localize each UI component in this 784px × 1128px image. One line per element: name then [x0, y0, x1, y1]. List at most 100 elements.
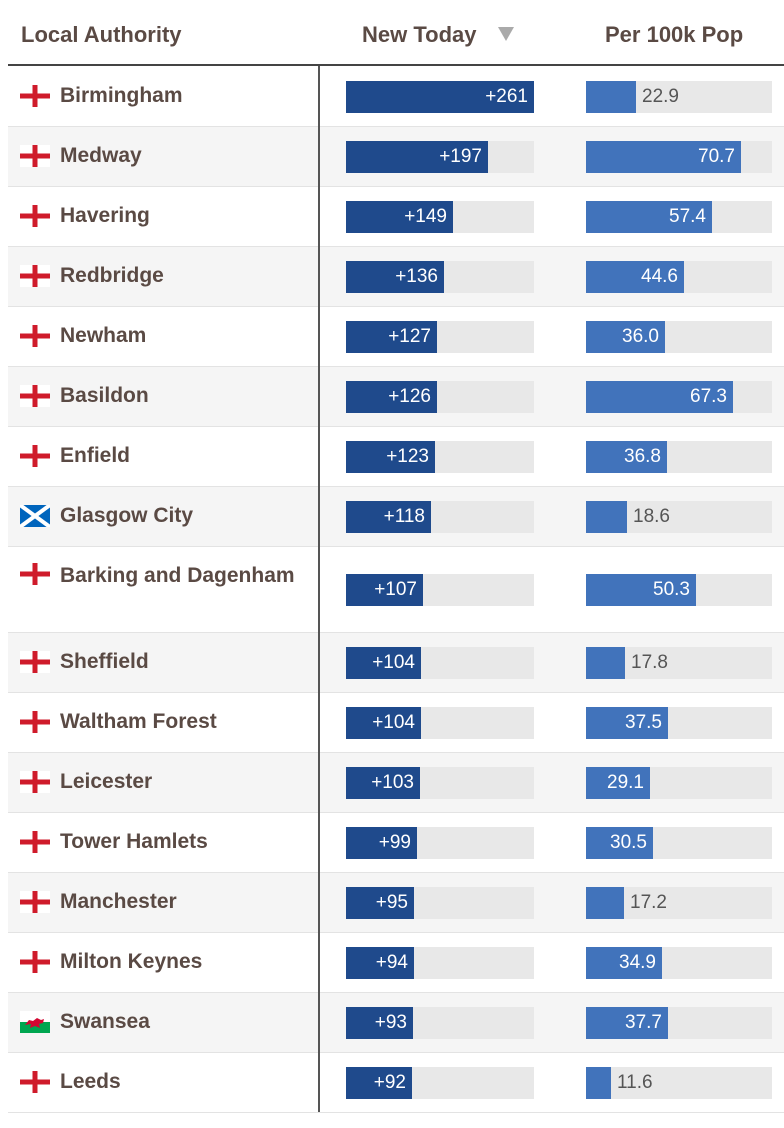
per-100k-bar	[586, 574, 696, 606]
england-flag-icon	[20, 385, 50, 407]
per-100k-bar	[586, 81, 636, 113]
new-today-bar	[346, 767, 420, 799]
new-today-bar	[346, 81, 534, 113]
new-today-label: +126	[388, 386, 431, 407]
table-row: Tower Hamlets +99 30.5	[8, 813, 784, 873]
new-today-bar	[346, 381, 437, 413]
table-row: Swansea +93 37.7	[8, 993, 784, 1053]
authority-name: Milton Keynes	[60, 950, 203, 973]
new-today-track: +104	[346, 707, 534, 739]
table-row: Redbridge +136 44.6	[8, 247, 784, 307]
sort-desc-icon[interactable]	[498, 27, 514, 41]
per-100k-bar	[586, 1067, 611, 1099]
table-row: Leeds +92 11.6	[8, 1053, 784, 1113]
table-row: Newham +127 36.0	[8, 307, 784, 367]
header-new-today[interactable]: New Today	[362, 22, 477, 47]
authority-name: Newham	[60, 324, 147, 347]
per-100k-track: 37.7	[586, 1007, 772, 1039]
per-100k-track: 34.9	[586, 947, 772, 979]
per-100k-bar	[586, 441, 667, 473]
per-100k-label: 44.6	[641, 266, 678, 287]
table-row: Glasgow City +118 18.6	[8, 487, 784, 547]
table-row: Medway +197 70.7	[8, 127, 784, 187]
new-today-bar	[346, 574, 423, 606]
new-today-label: +95	[375, 892, 408, 913]
new-today-label: +104	[372, 652, 415, 673]
per-100k-track: 36.8	[586, 441, 772, 473]
per-100k-track: 70.7	[586, 141, 772, 173]
england-flag-icon	[20, 563, 50, 585]
new-today-bar	[346, 1007, 413, 1039]
per-100k-bar	[586, 261, 684, 293]
england-flag-icon	[20, 145, 50, 167]
england-flag-icon	[20, 831, 50, 853]
scotland-flag-icon	[18, 503, 52, 529]
new-today-label: +94	[375, 952, 408, 973]
per-100k-bar	[586, 647, 625, 679]
table-row: Enfield +123 36.8	[8, 427, 784, 487]
per-100k-label: 37.7	[625, 1012, 662, 1033]
new-today-bar	[346, 827, 417, 859]
new-today-bar	[346, 647, 421, 679]
new-today-track: +123	[346, 441, 534, 473]
authority-name: Birmingham	[60, 84, 183, 107]
table-row: Manchester +95 17.2	[8, 873, 784, 933]
per-100k-label: 17.2	[630, 892, 667, 913]
per-100k-label: 36.0	[622, 326, 659, 347]
per-100k-label: 29.1	[607, 772, 644, 793]
england-flag-icon	[20, 445, 50, 467]
new-today-track: +92	[346, 1067, 534, 1099]
england-flag-icon	[20, 325, 50, 347]
new-today-label: +149	[404, 206, 447, 227]
new-today-track: +107	[346, 574, 534, 606]
england-flag-icon	[20, 771, 50, 793]
new-today-label: +99	[378, 832, 411, 853]
new-today-label: +107	[374, 579, 417, 600]
england-flag-icon	[20, 951, 50, 973]
per-100k-bar	[586, 1007, 668, 1039]
table-row: Basildon +126 67.3	[8, 367, 784, 427]
per-100k-track: 18.6	[586, 501, 772, 533]
header-local-authority[interactable]: Local Authority	[21, 22, 182, 47]
per-100k-label: 22.9	[642, 86, 679, 107]
new-today-bar	[346, 887, 414, 919]
england-flag-icon	[20, 85, 50, 107]
authority-name: Tower Hamlets	[60, 830, 208, 853]
table-row: Birmingham +261 22.9	[8, 67, 784, 127]
per-100k-bar	[586, 321, 665, 353]
per-100k-track: 30.5	[586, 827, 772, 859]
per-100k-label: 34.9	[619, 952, 656, 973]
new-today-label: +197	[439, 146, 482, 167]
per-100k-label: 57.4	[669, 206, 706, 227]
per-100k-label: 18.6	[633, 506, 670, 527]
scotland-flag-icon	[18, 503, 52, 529]
per-100k-label: 17.8	[631, 652, 668, 673]
table-row: Milton Keynes +94 34.9	[8, 933, 784, 993]
england-flag-icon	[20, 563, 50, 585]
table-row: Leicester +103 29.1	[8, 753, 784, 813]
authority-name: Leicester	[60, 770, 153, 793]
authority-name: Waltham Forest	[60, 710, 217, 733]
england-flag-icon	[20, 145, 50, 167]
england-flag-icon	[20, 711, 50, 733]
per-100k-bar	[586, 141, 741, 173]
per-100k-track: 29.1	[586, 767, 772, 799]
wales-flag-icon	[20, 1011, 50, 1033]
new-today-track: +261	[346, 81, 534, 113]
authority-name: Enfield	[60, 444, 131, 467]
new-today-track: +103	[346, 767, 534, 799]
new-today-label: +104	[372, 712, 415, 733]
authority-name: Glasgow City	[60, 504, 194, 527]
new-today-track: +94	[346, 947, 534, 979]
england-flag-icon	[20, 85, 50, 107]
authority-name: Medway	[60, 144, 142, 167]
header-per-100k-pop[interactable]: Per 100k Pop	[605, 22, 744, 47]
wales-flag-icon	[20, 1011, 50, 1033]
authority-name: Sheffield	[60, 650, 149, 673]
per-100k-track: 11.6	[586, 1067, 772, 1099]
england-flag-icon	[20, 831, 50, 853]
england-flag-icon	[20, 651, 50, 673]
per-100k-bar	[586, 827, 653, 859]
per-100k-track: 44.6	[586, 261, 772, 293]
per-100k-bar	[586, 947, 662, 979]
